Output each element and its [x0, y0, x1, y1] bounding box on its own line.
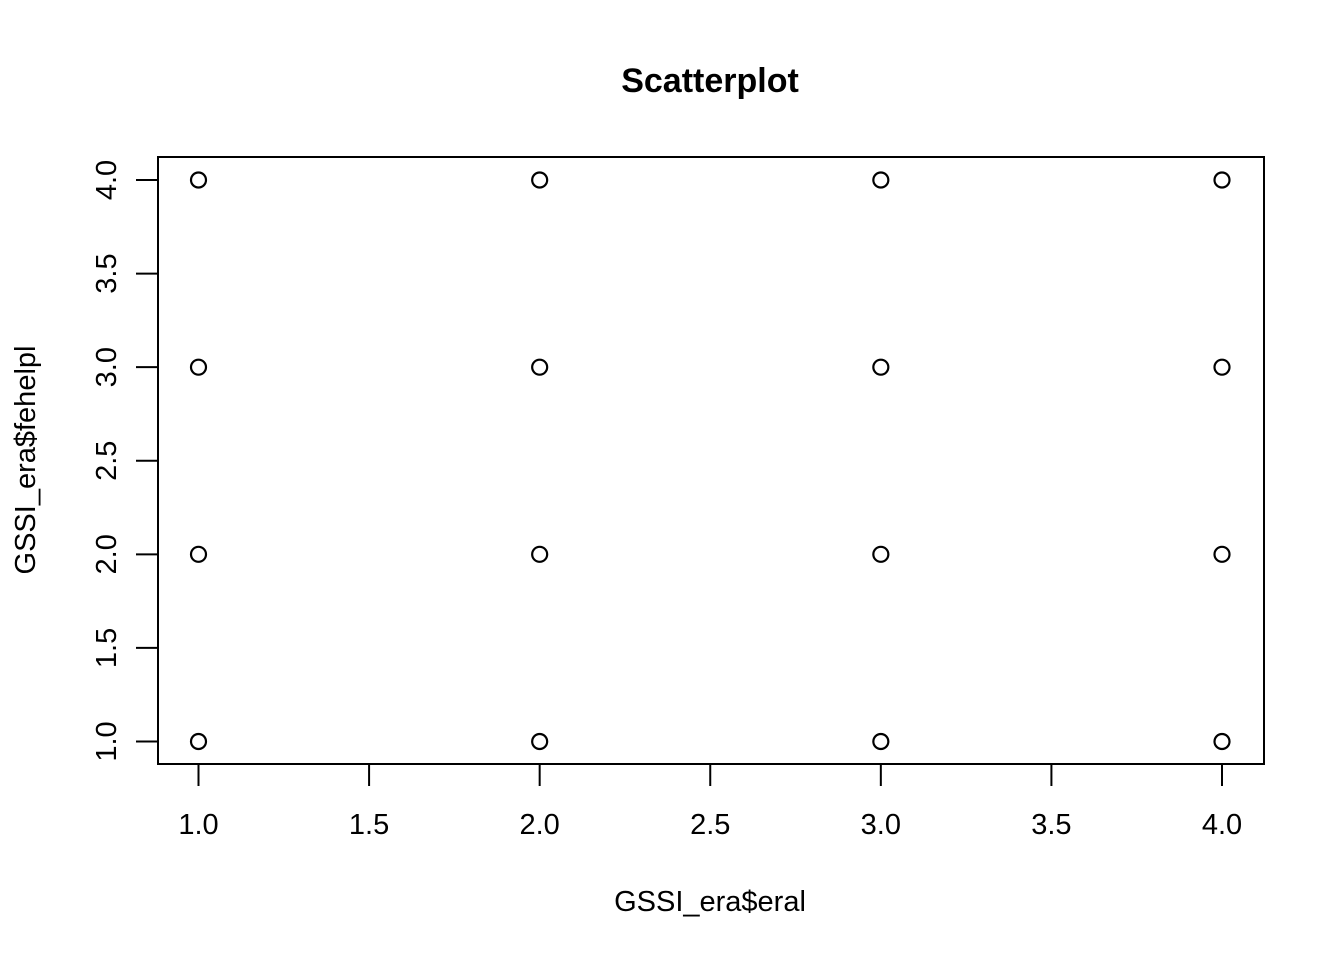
data-point [189, 545, 208, 563]
x-tick-label: 3.5 [1031, 809, 1071, 841]
chart-title: Scatterplot [621, 62, 799, 100]
data-point [1213, 358, 1231, 376]
data-point [872, 358, 890, 376]
y-tick-label: 3.0 [91, 347, 123, 387]
x-tick-label: 2.5 [690, 809, 730, 841]
data-point [531, 545, 549, 563]
x-tick-label: 1.5 [349, 809, 389, 841]
data-point [1213, 171, 1231, 189]
x-axis-label: GSSI_era$eral [614, 886, 806, 918]
data-point [531, 358, 549, 376]
data-point [531, 732, 549, 751]
data-point [531, 171, 549, 189]
data-points [189, 171, 1231, 751]
y-axis: 1.0 1.5 2.0 2.5 3.0 3.5 4.0 [91, 160, 159, 762]
x-tick-label: 1.0 [178, 809, 218, 841]
y-tick-label: 1.5 [91, 628, 123, 668]
y-tick-label: 1.0 [91, 721, 123, 761]
y-axis-label: GSSI_era$fehelpl [10, 346, 42, 575]
x-tick-label: 4.0 [1202, 809, 1242, 841]
data-point [872, 171, 890, 189]
data-point [872, 545, 890, 563]
y-tick-label: 2.0 [91, 534, 123, 574]
x-tick-label: 2.0 [520, 809, 560, 841]
x-tick-label: 3.0 [861, 809, 901, 841]
y-tick-label: 2.5 [91, 441, 123, 481]
data-point [189, 358, 208, 376]
data-point [189, 732, 208, 751]
y-tick-label: 3.5 [91, 253, 123, 293]
plot-frame [157, 156, 1265, 765]
y-tick-label: 4.0 [91, 160, 123, 200]
data-point [1213, 732, 1231, 751]
data-point [872, 732, 890, 751]
data-point [1213, 545, 1231, 563]
x-axis: 1.0 1.5 2.0 2.5 3.0 3.5 4.0 [178, 763, 1242, 841]
data-point [189, 171, 208, 189]
